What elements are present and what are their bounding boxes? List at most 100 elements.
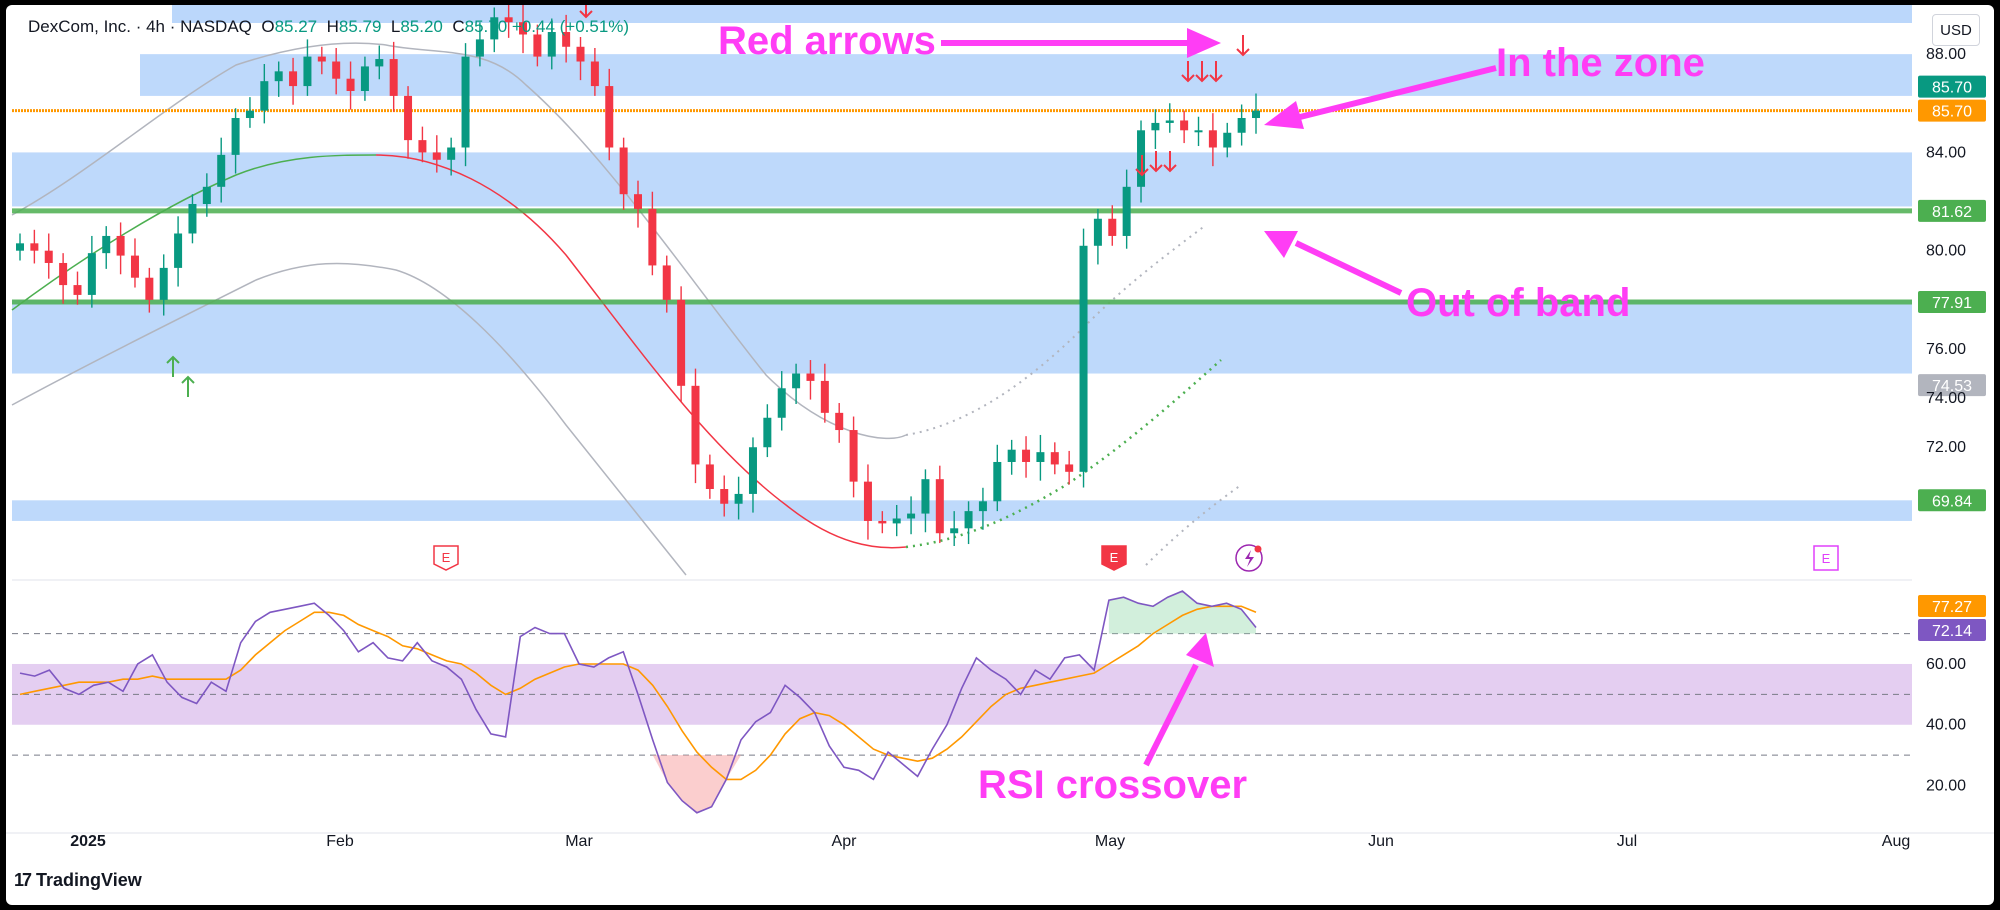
red-arrow-icon [579,5,593,19]
currency-button[interactable]: USD [1932,14,1980,46]
change-value: +0.44 (+0.51%) [511,17,630,36]
candle [705,454,714,499]
candle-body [360,66,369,91]
price-tick-label: 72.00 [1926,439,1966,456]
candle-body [849,430,858,482]
candle [1022,436,1031,478]
candle-body [145,277,154,300]
candle [30,229,39,264]
symbol-header: DexCom, Inc. · 4h · NASDAQ O85.27 H85.79… [28,17,629,37]
price-zone [12,500,1912,521]
candle-body [634,194,642,209]
rsi-tick-label: 40.00 [1926,717,1966,734]
price-label-text: 74.53 [1932,378,1972,395]
red-arrow-icon [1135,155,1149,177]
candle [73,271,82,305]
red-arrow-icon [1163,151,1177,173]
candle-body [102,235,111,254]
red-arrow-markers [579,5,1250,177]
candle [260,63,269,124]
candle [87,235,96,308]
candle-body [30,243,39,251]
candle-body [863,481,872,521]
candle-body [87,253,96,295]
price-label: 85.70 [1918,99,1986,122]
price-label-text: 69.84 [1932,493,1972,510]
candle [1093,208,1102,265]
candle [303,39,312,96]
candle-body [662,265,671,300]
lower-curve-dotted-gray [1145,484,1242,566]
candle [231,108,240,174]
time-tick-label: Aug [1882,833,1910,850]
candle-body [705,464,714,490]
candle-body [303,56,312,87]
earnings-marker: E [1813,545,1839,571]
price-tick-label: 88.00 [1926,46,1966,63]
chart-frame: 85.70 85.70 81.62 77.91 74.53 69.84 88.00 84.0… [6,5,1994,905]
price-label-box [1918,99,1986,122]
upper-envelope-curve [11,42,907,440]
candle-body [1180,120,1189,131]
red-arrow-icon [1209,61,1223,83]
price-label: 74.53 [1918,374,1986,397]
candle [375,45,384,80]
candle-body [475,39,484,57]
candle-body [533,34,542,57]
rsi-tick-label: 60.00 [1926,656,1966,673]
candle [274,61,283,97]
candle-body [820,380,829,413]
candle [202,173,211,217]
candle [490,7,499,53]
candle-body [1108,218,1117,236]
time-axis: 2025 Feb Mar Apr May Jun Jul Aug [6,832,1994,850]
candle-body [1252,110,1260,119]
candle-body [130,255,139,278]
candle [1065,450,1074,485]
symbol-name: DexCom, Inc. · 4h · NASDAQ [28,17,252,36]
price-label-text: 85.70 [1932,104,1972,121]
rsi-levels [12,633,1912,756]
tradingview-brand[interactable]: 17 TradingView [14,870,142,891]
candle-body [806,373,815,381]
earnings-marker: E [433,545,459,571]
earnings-label: E [1822,551,1831,566]
price-label-box [1918,199,1986,222]
candle [907,496,916,535]
candle [1050,442,1059,475]
candle-body [734,493,743,504]
candle-body [245,110,254,119]
candle [533,24,542,67]
rsi-pane: 77.27 72.14 60.00 40.00 20.00 [12,590,1986,814]
candle [217,137,226,203]
price-label: 85.70 [1918,75,1986,98]
candle [605,68,614,161]
annotation-in-the-zone: In the zone [1496,41,1705,85]
annotation-red-arrows: Red arrows [718,19,936,63]
price-label-text: 85.70 [1932,80,1972,97]
price-zone [12,152,1912,207]
candle-body [174,233,183,268]
out-of-band-pointer [1294,240,1403,296]
candle [1194,116,1203,147]
candle [16,233,24,261]
close-label: C [452,17,465,36]
rsi-value-label: 72.14 [1918,619,1986,641]
candle-body [1122,186,1131,236]
candle [863,464,872,540]
candle-body [519,22,528,35]
candle-body [950,528,959,534]
price-axis-ticks: 88.00 84.00 80.00 76.00 74.00 72.00 [1926,46,1966,456]
candle-body [677,299,686,386]
low-label: L [390,17,401,36]
candle [634,180,642,228]
candle-body [1093,218,1102,246]
candle [993,444,1002,512]
rsi-overbought-fill [1108,591,1256,634]
green-arrow-markers [166,355,195,397]
red-arrow-icon [1236,35,1250,57]
chart-canvas[interactable]: 85.70 85.70 81.62 77.91 74.53 69.84 88.00 84.0… [6,5,1994,905]
candle-body [892,518,901,524]
candle-body [404,95,413,141]
candle-body [1065,464,1074,472]
